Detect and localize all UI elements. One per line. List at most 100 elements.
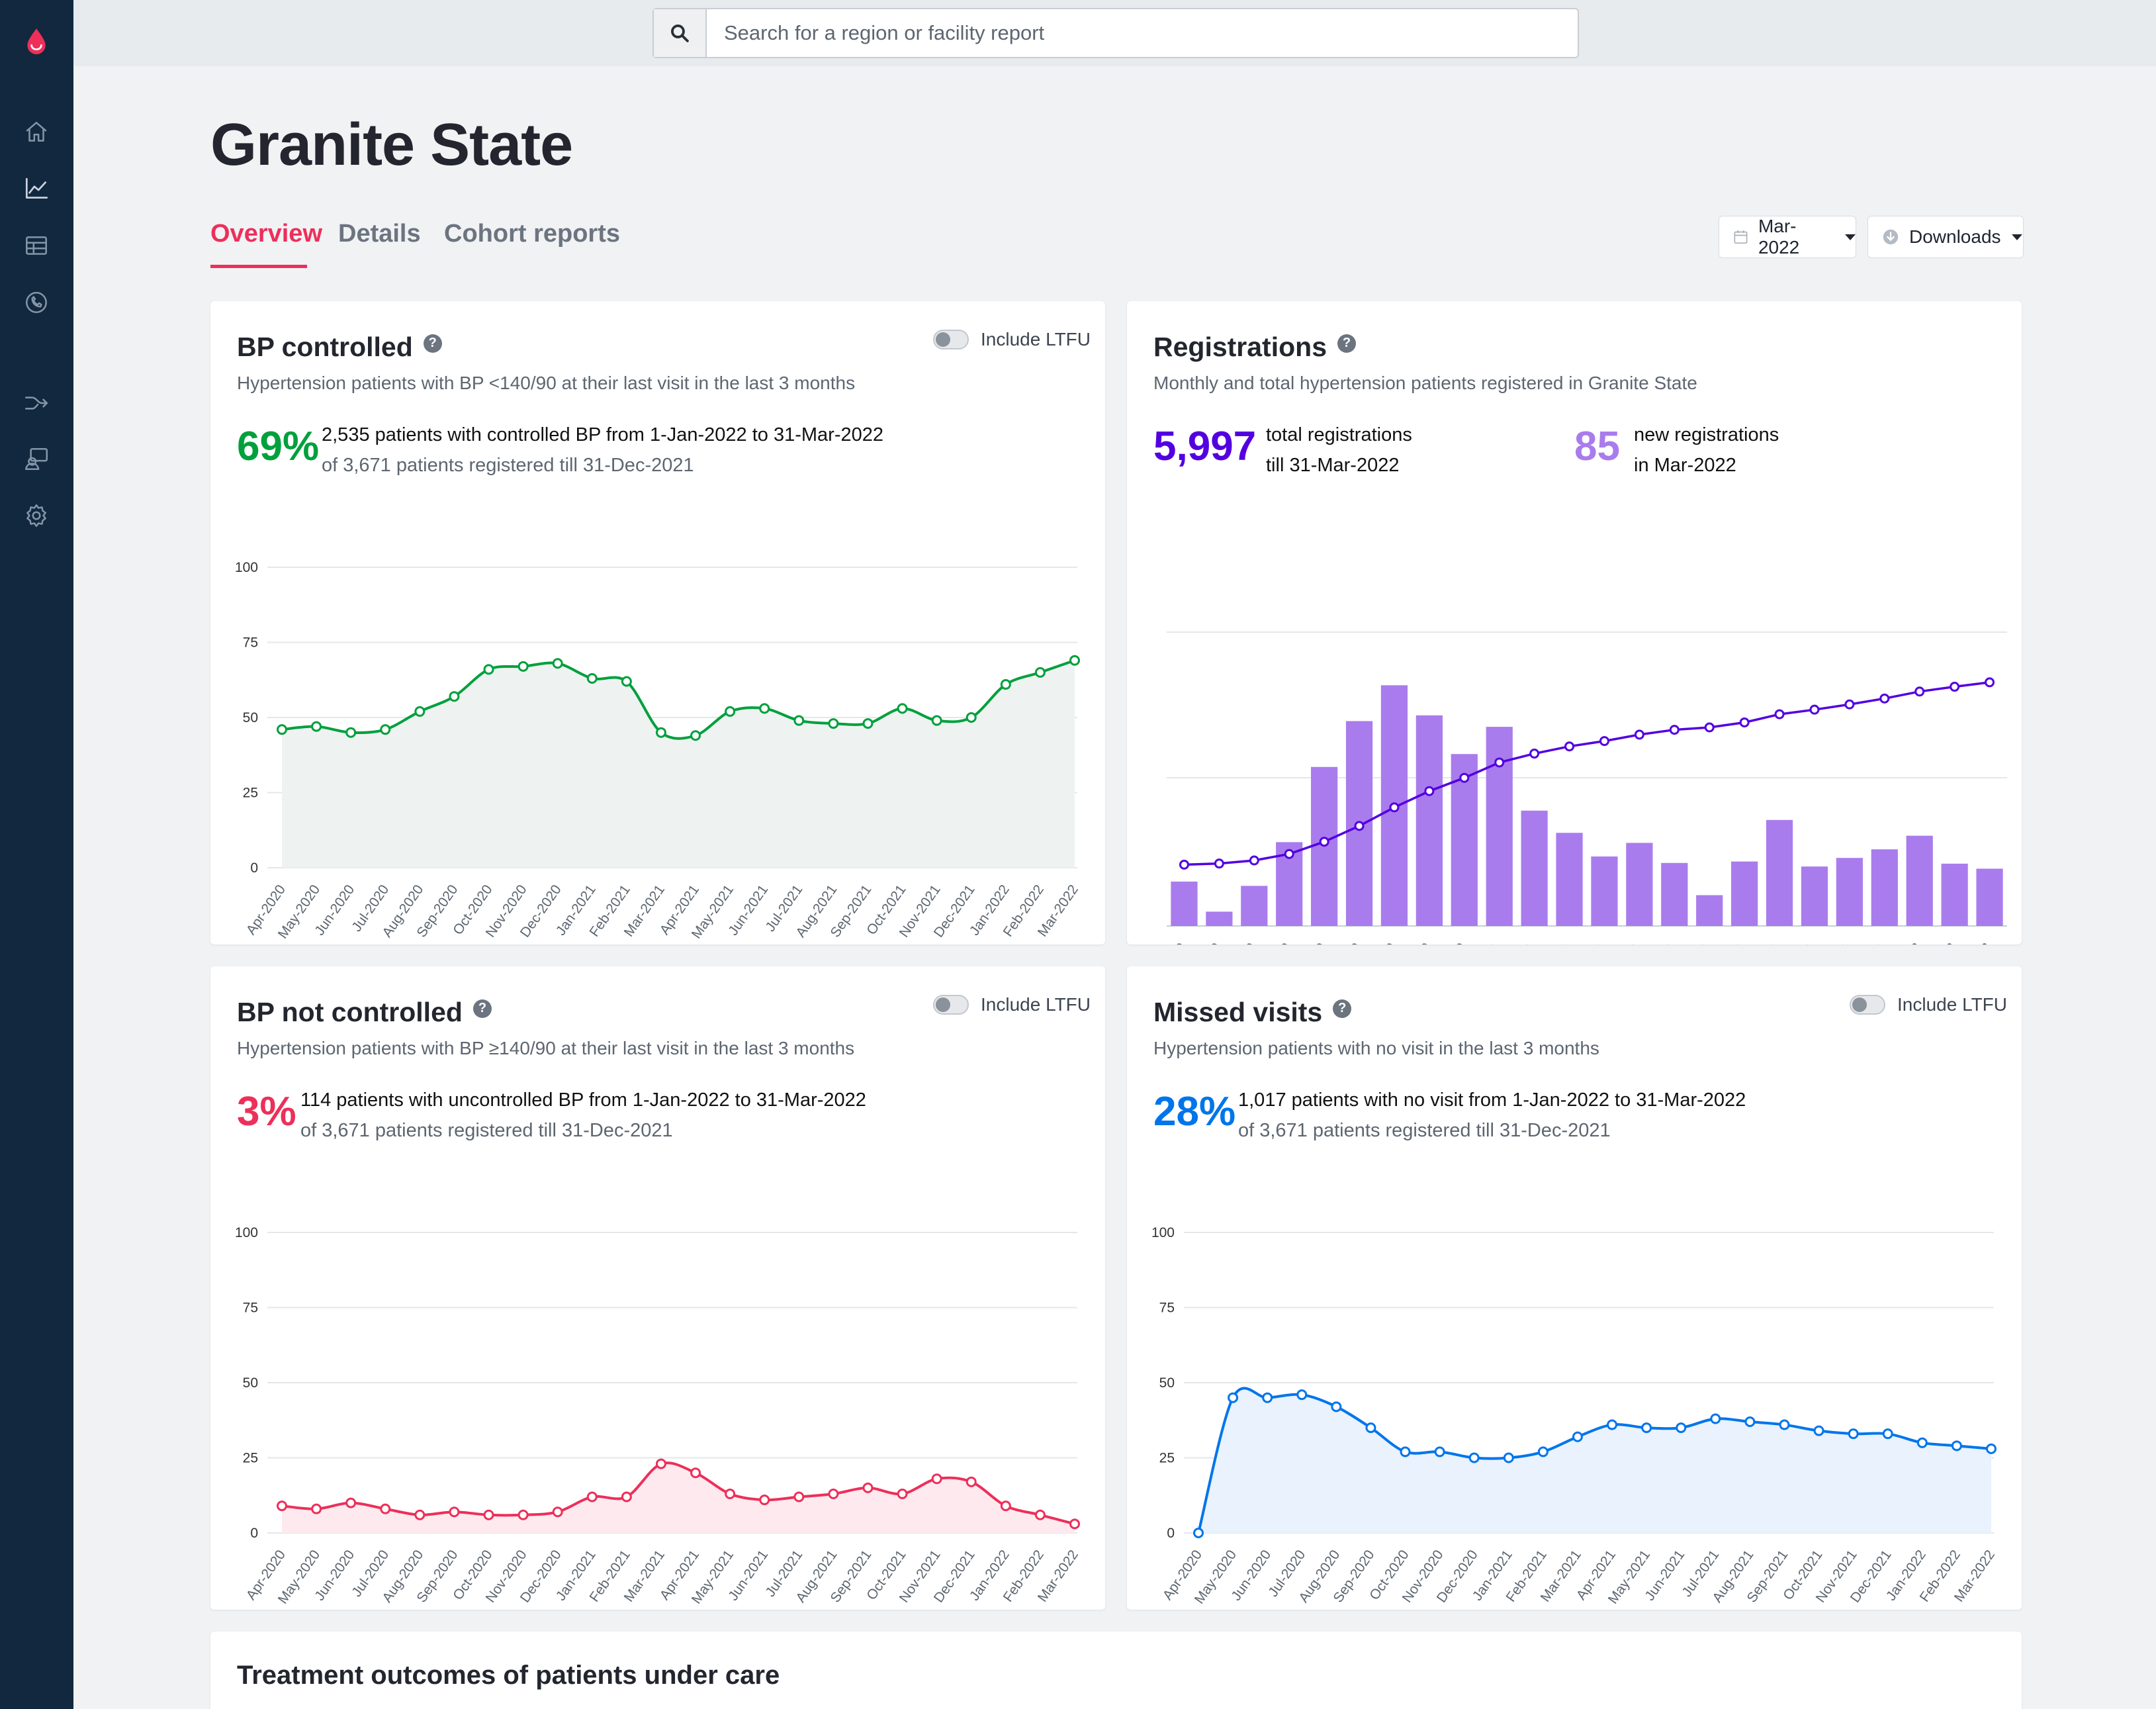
x-tick-label: Jul-2020 <box>1251 941 1294 945</box>
home-icon[interactable] <box>20 115 53 148</box>
data-point <box>655 1458 666 1469</box>
data-point <box>1459 772 1470 783</box>
data-point <box>277 1501 287 1512</box>
page-title: Granite State <box>210 112 573 178</box>
help-icon[interactable]: ? <box>1337 334 1356 353</box>
card-title: Missed visits <box>1153 997 1323 1027</box>
data-point <box>862 1482 874 1493</box>
toggle-switch[interactable] <box>1850 995 1885 1015</box>
x-tick-label: Jun-2021 <box>1634 941 1680 945</box>
card-title: Treatment outcomes of patients under car… <box>237 1661 780 1690</box>
data-point <box>862 718 874 729</box>
bar <box>1976 868 2003 926</box>
missed-visits-chart: 0255075100Apr-2020May-2020Jun-2020Jul-20… <box>1151 1225 1998 1606</box>
tab-cohort-reports[interactable]: Cohort reports <box>444 220 620 248</box>
data-point <box>1193 1528 1204 1538</box>
data-point <box>828 718 839 729</box>
area-fill <box>282 1463 1075 1533</box>
data-point <box>1848 1428 1859 1440</box>
help-icon[interactable]: ? <box>472 999 492 1018</box>
x-tick-label: Jan-2022 <box>1879 941 1925 945</box>
new-label-2: in Mar-2022 <box>1634 455 1736 476</box>
data-point <box>1331 1401 1342 1412</box>
data-point <box>1503 1452 1514 1463</box>
y-tick-label: 25 <box>243 786 258 801</box>
bp-not-controlled-card: BP not controlled ? Include LTFU Hyperte… <box>210 966 1105 1610</box>
merge-icon[interactable] <box>20 387 53 420</box>
data-point <box>725 706 736 717</box>
toggle-switch[interactable] <box>933 995 969 1015</box>
include-ltfu-toggle[interactable]: Include LTFU <box>1850 994 2007 1015</box>
x-tick-label: Jan-2021 <box>1459 941 1505 945</box>
search-input[interactable] <box>707 9 1578 57</box>
data-point <box>621 1491 632 1502</box>
bar <box>1696 895 1723 926</box>
bp-controlled-chart: 0255075100Apr-2020May-2020Jun-2020Jul-20… <box>235 560 1081 941</box>
bar <box>1836 858 1863 926</box>
table-icon[interactable] <box>20 229 53 262</box>
data-point <box>1262 1392 1273 1403</box>
data-point <box>517 661 529 672</box>
data-point <box>1228 1392 1239 1403</box>
stat-line-2: of 3,671 patients registered till 31-Dec… <box>322 455 694 476</box>
help-icon[interactable]: ? <box>1333 999 1352 1018</box>
data-point <box>1676 1422 1687 1434</box>
chart-icon[interactable] <box>20 172 53 205</box>
data-point <box>380 724 391 735</box>
x-tick-label: May-2021 <box>1597 941 1644 945</box>
total-label-2: till 31-Mar-2022 <box>1266 455 1400 476</box>
x-tick-label: Apr-2021 <box>1564 941 1609 945</box>
include-ltfu-toggle[interactable]: Include LTFU <box>933 329 1091 350</box>
data-point <box>1537 1446 1549 1457</box>
data-point <box>1744 1416 1756 1428</box>
card-subtitle: Hypertension patients with BP ≥140/90 at… <box>237 1038 855 1058</box>
data-point <box>552 658 563 669</box>
stat-line-1: 1,017 patients with no visit from 1-Jan-… <box>1238 1089 1746 1111</box>
bar <box>1626 843 1653 926</box>
data-point <box>1319 837 1329 847</box>
data-point <box>380 1503 391 1514</box>
y-tick-label: 100 <box>235 1225 258 1240</box>
data-point <box>1774 709 1785 719</box>
registrations-card: Registrations ? Monthly and total hypert… <box>1127 301 2022 945</box>
phone-icon[interactable] <box>20 286 53 319</box>
data-point <box>966 1476 977 1487</box>
data-point <box>931 715 942 726</box>
bar <box>1556 833 1583 926</box>
data-point <box>1914 686 1925 697</box>
help-icon[interactable]: ? <box>423 334 442 353</box>
data-point <box>1916 1437 1928 1448</box>
period-dropdown[interactable]: Mar-2022 <box>1719 216 1856 258</box>
data-point <box>690 1467 701 1479</box>
search-button[interactable] <box>654 9 707 57</box>
data-point <box>1069 1518 1080 1530</box>
data-point <box>449 691 460 702</box>
tab-overview[interactable]: Overview <box>210 220 322 248</box>
bar <box>1766 819 1793 926</box>
data-point <box>1634 729 1644 740</box>
x-tick-label: Dec-2021 <box>1843 941 1890 945</box>
data-point <box>1844 699 1855 710</box>
toggle-switch[interactable] <box>933 330 969 349</box>
y-tick-label: 100 <box>1151 1225 1175 1240</box>
download-icon <box>1883 229 1899 245</box>
toggle-label: Include LTFU <box>981 329 1091 349</box>
data-point <box>1985 677 1995 688</box>
data-point <box>1214 858 1224 869</box>
downloads-dropdown[interactable]: Downloads <box>1867 216 2024 258</box>
search-bar <box>652 8 1579 58</box>
logo-drop-icon[interactable] <box>20 24 53 57</box>
new-label-1: new registrations <box>1634 424 1779 445</box>
include-ltfu-toggle[interactable]: Include LTFU <box>933 994 1091 1015</box>
user-admin-icon[interactable] <box>20 442 53 475</box>
data-point <box>1034 667 1046 678</box>
total-registrations-value: 5,997 <box>1153 424 1257 469</box>
data-point <box>1000 1501 1011 1512</box>
data-point <box>311 721 322 732</box>
bar <box>1731 861 1758 926</box>
card-title-wrap: BP controlled ? <box>237 332 442 363</box>
settings-icon[interactable] <box>20 499 53 532</box>
stat-line-1: 2,535 patients with controlled BP from 1… <box>322 424 884 445</box>
data-point <box>345 1497 357 1508</box>
tab-details[interactable]: Details <box>338 220 421 248</box>
